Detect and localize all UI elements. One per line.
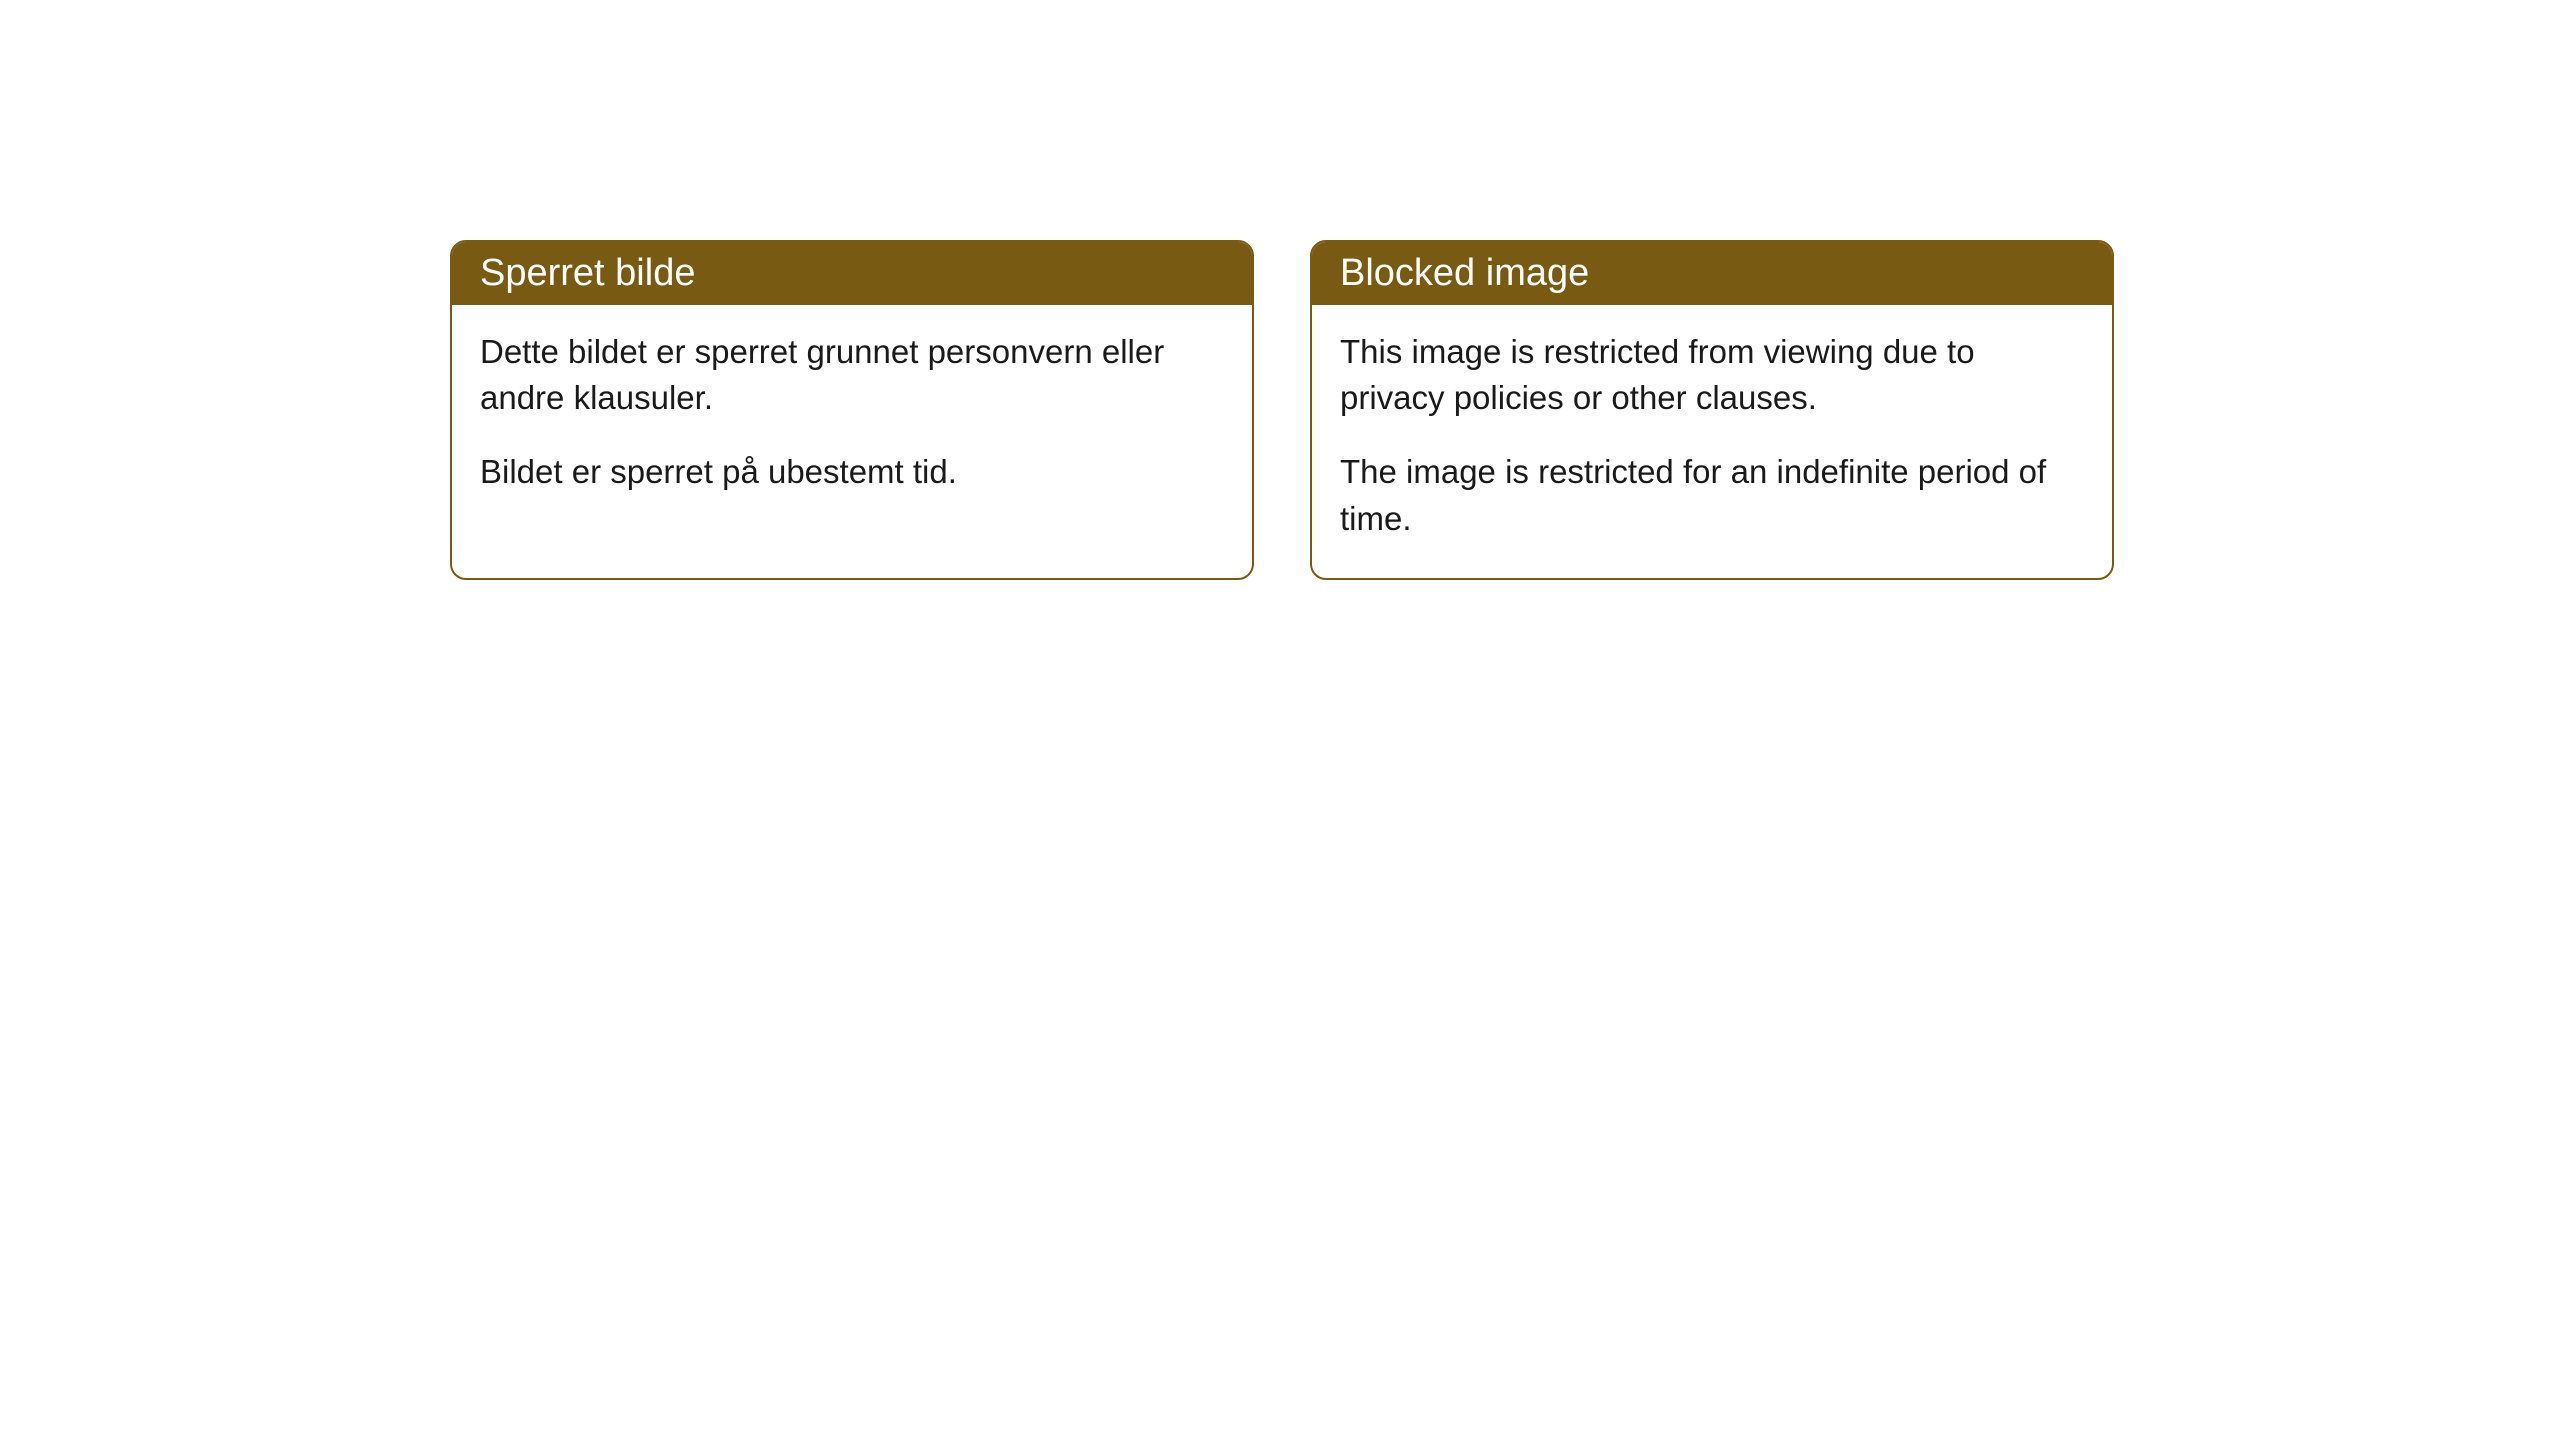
notice-body: Dette bildet er sperret grunnet personve… bbox=[452, 305, 1252, 532]
notice-card-norwegian: Sperret bilde Dette bildet er sperret gr… bbox=[450, 240, 1254, 580]
notice-paragraph: Dette bildet er sperret grunnet personve… bbox=[480, 329, 1224, 421]
notice-header: Sperret bilde bbox=[452, 242, 1252, 305]
notice-body: This image is restricted from viewing du… bbox=[1312, 305, 2112, 578]
notice-container: Sperret bilde Dette bildet er sperret gr… bbox=[450, 240, 2114, 580]
notice-card-english: Blocked image This image is restricted f… bbox=[1310, 240, 2114, 580]
notice-paragraph: Bildet er sperret på ubestemt tid. bbox=[480, 449, 1224, 495]
notice-header: Blocked image bbox=[1312, 242, 2112, 305]
notice-paragraph: The image is restricted for an indefinit… bbox=[1340, 449, 2084, 541]
notice-paragraph: This image is restricted from viewing du… bbox=[1340, 329, 2084, 421]
